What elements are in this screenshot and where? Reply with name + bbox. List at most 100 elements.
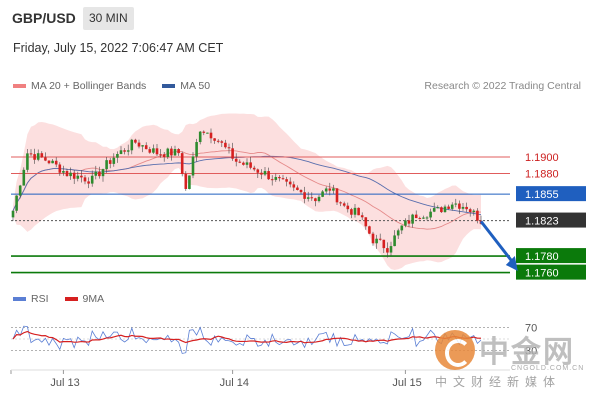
level-label-bg	[516, 148, 586, 164]
candle-body	[299, 189, 303, 193]
level-label-text: 1.1880	[525, 168, 559, 180]
candle-body	[411, 214, 414, 224]
candle-body	[350, 209, 353, 215]
candle-body	[15, 195, 18, 211]
candle-body	[126, 150, 130, 152]
candle-body	[425, 217, 429, 219]
candle-body	[141, 145, 144, 147]
candle-body	[231, 148, 234, 159]
candle-body	[51, 160, 54, 164]
level-label-bg	[516, 186, 586, 202]
candle-body	[195, 142, 198, 157]
candle-body	[87, 181, 90, 184]
candle-body	[386, 248, 389, 253]
candle-body	[407, 220, 411, 224]
candle-body	[94, 171, 98, 176]
candle-body	[353, 207, 357, 215]
legend-item-ma50: MA 50	[162, 80, 210, 92]
rsi-tick-30: 30	[525, 346, 537, 358]
candle-body	[328, 188, 332, 191]
candle-body	[206, 132, 209, 134]
legend-item-rsi: RSI	[13, 293, 49, 305]
watermark-subtitle: 中文财经新媒体	[435, 375, 562, 389]
candle-body	[198, 131, 202, 143]
candle-body	[368, 226, 371, 234]
candle-body	[278, 177, 281, 179]
candle-body	[292, 184, 296, 188]
watermark-logo-icon	[435, 330, 475, 370]
ma20-label: MA 20 + Bollinger Bands	[31, 80, 147, 92]
candle-body	[238, 161, 242, 163]
candle-body	[440, 207, 443, 213]
timeframe-badge[interactable]: 30 MIN	[83, 7, 134, 30]
candle-body	[332, 188, 335, 191]
candle-body	[202, 131, 206, 133]
candle-body	[98, 171, 101, 177]
candle-body	[234, 158, 238, 162]
candle-body	[76, 175, 80, 179]
price-legend: MA 20 + Bollinger Bands MA 50	[13, 80, 226, 92]
level-label-bg	[516, 264, 586, 280]
candle-body	[47, 160, 51, 164]
level-label-1.1823: 1.1823	[516, 212, 586, 228]
candle-body	[465, 206, 468, 210]
candle-body	[285, 179, 288, 182]
candle-body	[256, 169, 260, 173]
candle-body	[360, 215, 364, 218]
rsi-tick-70: 70	[525, 322, 537, 334]
candle-body	[296, 187, 299, 190]
candle-body	[418, 218, 422, 220]
candle-body	[346, 205, 350, 210]
level-label-text: 1.1900	[525, 152, 559, 164]
candle-body	[476, 210, 479, 221]
bollinger-band	[13, 113, 481, 270]
candle-body	[80, 175, 83, 178]
research-credit: Research © 2022 Trading Central	[424, 80, 581, 92]
candle-body	[36, 153, 40, 160]
candle-body	[382, 239, 386, 249]
candle-body	[44, 157, 47, 161]
candle-body	[188, 175, 191, 189]
ma50-label: MA 50	[180, 80, 211, 92]
candle-body	[432, 208, 436, 212]
candle-body	[393, 235, 396, 247]
candle-body	[105, 160, 108, 170]
level-label-text: 1.1780	[525, 251, 559, 263]
candle-body	[414, 214, 418, 219]
candle-body	[166, 148, 170, 157]
candle-body	[101, 169, 105, 177]
x-tick-label-Jul-14: Jul 14	[220, 377, 249, 389]
rsi-legend: RSI 9MA	[13, 293, 120, 305]
candle-body	[90, 175, 94, 184]
candle-body	[281, 178, 285, 180]
forecast-arrow-shaft	[479, 220, 516, 266]
legend-item-9ma: 9MA	[64, 293, 105, 305]
candle-body	[314, 198, 317, 202]
candle-body	[461, 206, 465, 209]
candle-body	[450, 204, 454, 209]
chart-header: GBP/USD 30 MIN	[0, 0, 590, 36]
candle-body	[177, 149, 180, 154]
level-label-1.1880: 1.1880	[516, 165, 586, 181]
candle-body	[108, 160, 112, 164]
candle-body	[443, 206, 447, 213]
level-label-bg	[516, 212, 586, 228]
candle-body	[288, 181, 292, 185]
candle-body	[263, 171, 267, 175]
candle-body	[472, 210, 476, 213]
ma50-swatch	[162, 84, 176, 88]
candle-body	[447, 206, 450, 209]
candle-body	[224, 142, 227, 148]
candle-body	[22, 169, 26, 186]
candle-body	[18, 185, 22, 196]
candle-body	[321, 191, 324, 197]
9ma-label: 9MA	[82, 293, 105, 305]
candle-body	[213, 138, 216, 141]
level-label-1.1855: 1.1855	[516, 186, 586, 202]
candle-body	[191, 156, 195, 176]
candle-body	[26, 153, 29, 170]
candle-body	[54, 160, 58, 165]
candle-body	[389, 246, 393, 253]
candle-body	[220, 141, 224, 143]
